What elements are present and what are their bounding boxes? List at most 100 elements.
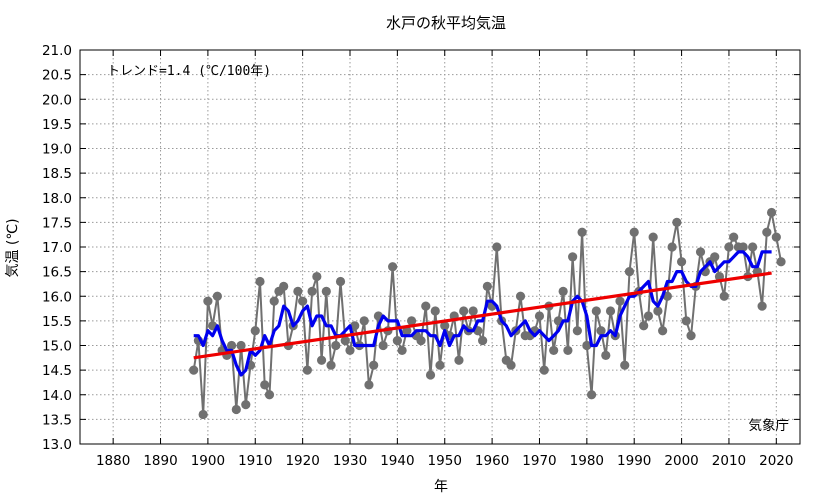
annual-temperature-point	[198, 409, 208, 420]
annual-temperature-point	[260, 380, 270, 390]
x-axis-label: 年	[434, 479, 448, 495]
annual-temperature-point	[359, 316, 369, 326]
annual-temperature-point	[558, 286, 568, 296]
y-tick-label: 21.0	[42, 43, 72, 59]
y-tick-label: 18.5	[42, 166, 72, 182]
annual-temperature-point	[738, 242, 748, 252]
annual-temperature-point	[572, 326, 582, 336]
annual-temperature-point	[643, 311, 654, 321]
y-tick-label: 14.5	[42, 363, 72, 379]
trend-annotation: トレンド=1.4 (℃/100年)	[107, 64, 271, 79]
annual-temperature-point	[250, 326, 260, 336]
annual-temperature-point	[345, 345, 355, 356]
tick-labels: 13.0 13.5 14.0 14.5 15.0 15.5 16.0 16.5 17.0 17.5…	[42, 43, 794, 469]
annual-temperature-point	[672, 217, 682, 227]
annual-temperature-point	[212, 291, 222, 301]
annual-temperature-point	[378, 340, 388, 351]
annual-temperature-point	[241, 400, 251, 410]
annual-temperature-point	[298, 296, 308, 306]
annual-temperature-point	[729, 232, 739, 242]
x-tick-label: 1930	[333, 453, 367, 469]
annual-temperature-point	[459, 306, 469, 316]
annual-temperature-point	[255, 276, 265, 287]
grid	[80, 50, 800, 444]
x-tick-label: 1890	[143, 453, 177, 469]
annual-temperature-point	[331, 340, 341, 351]
annual-temperature-point	[639, 321, 649, 331]
annual-temperature-point	[231, 404, 241, 415]
annual-temperature-point	[681, 316, 691, 326]
annual-temperature-point	[605, 306, 616, 316]
y-tick-label: 15.5	[42, 314, 72, 330]
x-tick-label: 1900	[191, 453, 225, 469]
chart-title: 水戸の秋平均気温	[386, 14, 506, 32]
annual-temperature-point	[534, 311, 545, 321]
annual-temperature-point	[425, 370, 436, 380]
annual-temperature-point	[624, 267, 635, 277]
annual-temperature-point	[629, 227, 639, 237]
annual-temperature-point	[724, 242, 734, 252]
annual-temperature-point	[620, 360, 630, 370]
annual-temperature-point	[506, 360, 516, 370]
x-tick-label: 1940	[380, 453, 414, 469]
annual-temperature-point	[430, 306, 440, 316]
annual-temperature-point	[478, 335, 488, 346]
x-tick-label: 1980	[570, 453, 604, 469]
annual-temperature-point	[421, 301, 431, 311]
x-tick-label: 2000	[664, 453, 698, 469]
annual-temperature-point	[350, 321, 360, 331]
annual-temperature-point	[582, 340, 592, 351]
annual-temperature-point	[203, 296, 213, 306]
annual-temperature-point	[771, 232, 781, 242]
x-tick-label: 1970	[522, 453, 556, 469]
annual-temperature-point	[586, 390, 597, 400]
y-tick-label: 14.0	[42, 388, 72, 404]
annual-temperature-point	[316, 355, 327, 365]
annual-temperature-point	[189, 365, 199, 375]
annual-temperature-point	[676, 257, 687, 267]
annual-temperature-point	[539, 365, 549, 375]
annual-temperature-point	[340, 335, 350, 346]
annual-temperature-point	[369, 360, 379, 370]
annual-temperature-point	[515, 291, 526, 301]
x-tick-label: 1950	[428, 453, 462, 469]
annual-temperature-point	[719, 291, 729, 301]
axis-ticks	[80, 49, 800, 445]
annual-temperature-point	[492, 242, 502, 252]
x-tick-label: 1910	[238, 453, 272, 469]
annual-temperature-point	[748, 242, 758, 252]
annual-temperature-point	[482, 281, 492, 291]
y-tick-label: 16.5	[42, 265, 72, 281]
annual-temperature-point	[776, 257, 786, 267]
annual-temperature-point	[601, 350, 611, 360]
x-tick-label: 1960	[475, 453, 509, 469]
x-tick-label: 2010	[712, 453, 746, 469]
annual-temperature-point	[264, 390, 275, 400]
annual-temperature-point	[321, 286, 331, 296]
annual-temperature-point	[406, 316, 417, 326]
annual-temperature-point	[563, 345, 573, 356]
trend-line	[193, 271, 772, 360]
annual-temperature-point	[648, 232, 658, 242]
annual-temperature-point	[326, 360, 336, 370]
series-layer	[189, 207, 786, 420]
y-tick-label: 20.5	[42, 68, 72, 84]
annual-temperature-point	[302, 365, 312, 375]
annual-temperature-point	[577, 227, 587, 237]
annual-temperature-point	[312, 271, 322, 282]
annual-temperature-point	[416, 335, 426, 346]
annual-temperature-point	[695, 247, 706, 257]
x-tick-label: 2020	[759, 453, 793, 469]
annual-temperature-point	[667, 242, 677, 252]
annual-temperature-point	[440, 321, 450, 331]
annual-temperature-point	[279, 281, 289, 291]
annual-temperature-point	[710, 252, 720, 262]
annual-temperature-point	[392, 335, 402, 346]
annual-temperature-point	[549, 345, 559, 356]
y-axis-label: 気温 (℃)	[5, 218, 21, 277]
annual-temperature-point	[364, 380, 374, 390]
y-tick-label: 17.5	[42, 215, 72, 231]
annual-temperature-point	[454, 355, 464, 365]
x-tick-label: 1880	[96, 453, 130, 469]
